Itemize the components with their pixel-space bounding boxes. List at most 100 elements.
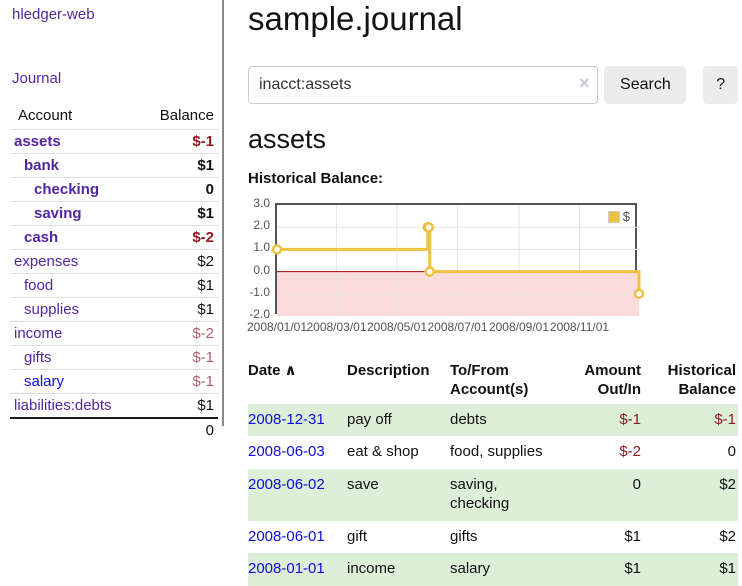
search-button[interactable]: Search [604,66,687,104]
account-link-salary[interactable]: salary [24,373,65,390]
accounts-header-balance: Balance [159,107,214,124]
transaction-description: pay off [347,410,392,428]
sidebar: hledger-web Journal Account Balance asse… [0,0,222,582]
transaction-balance: 0 [727,443,736,460]
register-header-description: Description [347,362,430,379]
transaction-date-link[interactable]: 2008-06-03 [248,443,325,460]
chart-title: Historical Balance: [248,170,384,187]
sidebar-divider [222,0,224,426]
account-balance: $-1 [135,369,218,394]
x-axis-tick-label: 2008/11/01 [549,320,610,334]
chart-legend: $ [605,208,632,225]
transaction-accounts: gifts [450,527,478,545]
register-header-amount: Amount Out/In [584,362,641,398]
transaction-accounts: debts [450,410,487,428]
transaction-amount: 0 [632,475,641,493]
account-link-cash[interactable]: cash [24,229,59,246]
transaction-date-link[interactable]: 2008-01-01 [248,560,325,577]
transaction-description: save [347,475,379,493]
account-row: expenses $2 [10,249,218,274]
transaction-row: 2008-01-01 income salary $1 $1 [248,553,738,586]
account-row: supplies $1 [10,297,218,322]
y-axis-tick-label: 3.0 [253,196,270,210]
x-axis-tick-label: 2008/03/01 [306,320,367,334]
account-row: bank $1 [10,153,218,178]
transaction-row: 2008-06-03 eat & shop food, supplies $-2 0 [248,436,738,469]
sidebar-item-journal[interactable]: Journal [12,70,62,87]
search-input[interactable] [248,66,599,104]
legend-swatch-icon [607,210,620,223]
transaction-amount: $-2 [619,443,641,460]
account-balance: $1 [135,273,218,298]
register-table: Date ∧ Description To/From Account(s) Amount O… [248,358,738,586]
accounts-total-row: 0 [10,417,218,442]
transaction-description: gift [347,527,368,545]
y-axis-tick-label: 1.0 [253,240,270,255]
help-button[interactable]: ? [703,66,738,104]
register-header-date[interactable]: Date ∧ [248,362,297,379]
register-header-accounts: To/From Account(s) [450,362,529,398]
main-content: sample.journal × Search ? assets Histori… [246,0,738,586]
x-axis-tick-label: 2008/01/01 [246,320,308,334]
transaction-amount: $1 [624,560,641,577]
transaction-row: 2008-06-01 gift gifts $1 $2 [248,521,738,554]
accounts-total-value: 0 [10,417,218,442]
y-axis-tick-label: -1.0 [249,284,270,299]
transaction-accounts: salary [450,560,491,577]
account-row: assets $-1 [10,129,218,154]
transaction-date-link[interactable]: 2008-06-01 [248,527,325,545]
register-header-balance: Historical Balance [667,362,736,398]
account-link-food[interactable]: food [24,277,54,294]
account-link-expenses[interactable]: expenses [14,253,79,270]
account-balance: $-2 [135,321,218,346]
account-row: food $1 [10,273,218,298]
sort-ascending-icon: ∧ [284,362,297,379]
account-balance: $-2 [135,225,218,250]
transaction-balance: $-1 [714,410,736,428]
account-heading: assets [248,124,327,154]
account-row: saving $1 [10,201,218,226]
account-link-supplies[interactable]: supplies [24,301,80,318]
y-axis-tick-label: 2.0 [253,218,270,233]
chart-plot-area[interactable]: $ [271,203,645,316]
page-title: sample.journal [248,0,463,37]
account-link-bank[interactable]: bank [24,157,60,174]
account-link-gifts[interactable]: gifts [24,349,52,366]
transaction-accounts: saving, checking [450,475,510,513]
app-title-link[interactable]: hledger-web [12,6,95,23]
account-balance: $1 [135,297,218,322]
account-balance: $1 [135,153,218,178]
transaction-date-link[interactable]: 2008-06-02 [248,475,325,493]
transaction-row: 2008-06-02 save saving, checking 0 $2 [248,468,738,521]
account-row: income $-2 [10,321,218,346]
transaction-balance: $2 [719,527,736,545]
y-axis-tick-label: -2.0 [249,307,270,321]
transaction-description: income [347,560,396,577]
account-row: cash $-2 [10,225,218,250]
account-link-saving[interactable]: saving [34,205,82,222]
account-balance: $-1 [135,345,218,370]
x-axis-tick-label: 2008/07/01 [427,320,488,334]
account-link-liabilities-debts[interactable]: liabilities:debts [14,397,112,414]
account-balance: $1 [135,393,218,418]
transaction-amount: $-1 [619,410,641,428]
account-link-assets[interactable]: assets [14,133,61,150]
transaction-amount: $1 [624,527,641,545]
transaction-balance: $1 [719,560,736,577]
chart-canvas [271,205,645,316]
account-row: checking 0 [10,177,218,202]
historical-balance-chart: 3.0 2.0 1.0 0.0 -1.0 -2.0 $ 2008/01/01 2008/03… [246,196,738,344]
accounts-table: Account Balance assets $-1 bank $1 checking 0… [10,104,218,442]
transaction-date-link[interactable]: 2008-12-31 [248,410,325,428]
x-axis-tick-label: 2008/05/01 [366,320,428,334]
account-balance: $-1 [135,129,218,154]
clear-search-icon[interactable]: × [578,73,590,93]
search-bar: × Search ? [248,66,738,104]
account-row: salary $-1 [10,369,218,394]
account-link-income[interactable]: income [14,325,63,342]
account-balance: $2 [135,249,218,274]
account-row: gifts $-1 [10,345,218,370]
account-row: liabilities:debts $1 [10,393,218,418]
account-balance: 0 [135,177,218,202]
account-link-checking[interactable]: checking [34,181,100,198]
